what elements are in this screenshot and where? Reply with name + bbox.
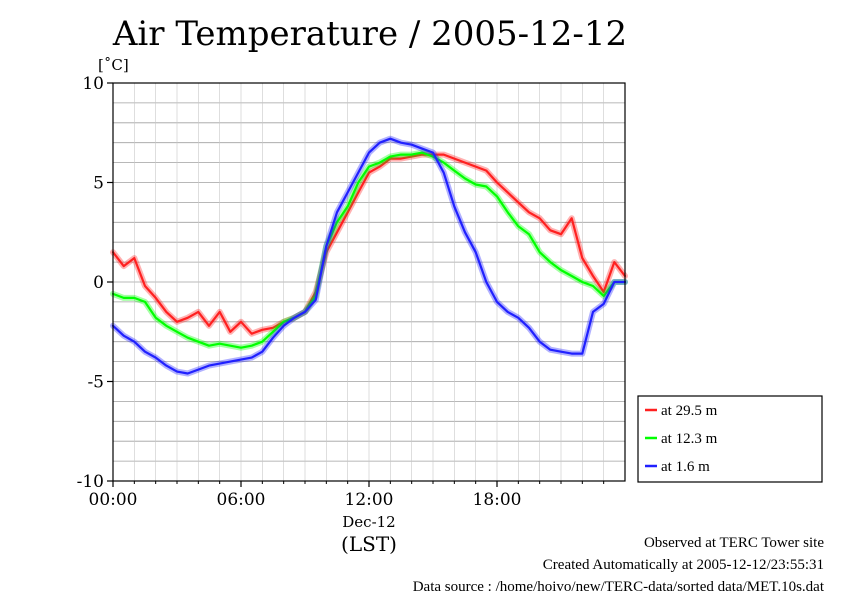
axes-text: -10 -5 0 5 10[˚C] 00:00 06:00 12:00 18:00 Dec-12(… — [77, 56, 605, 556]
legend-label-3: at 1.6 m — [661, 459, 710, 475]
x-unit-label: (LST) — [341, 532, 397, 556]
chart-title: Air Temperature / 2005-12-12 — [112, 14, 628, 54]
y-tick-label: -5 — [87, 373, 104, 393]
x-tick-label: 06:00 — [217, 490, 266, 510]
y-tick-label: 10 — [82, 74, 104, 94]
legend-label-2: at 12.3 m — [661, 431, 718, 447]
footer-created: Created Automatically at 2005-12-12/23:5… — [542, 557, 824, 573]
series-layer — [110, 135, 628, 377]
y-axis-label: [˚C] — [98, 56, 129, 74]
y-tick-label: 5 — [93, 174, 104, 194]
legend: at 29.5 m at 12.3 m at 1.6 m — [637, 395, 823, 483]
series-line-2 — [111, 151, 627, 349]
x-tick-label: 12:00 — [345, 490, 394, 510]
legend-label-1: at 29.5 m — [661, 403, 718, 419]
footer-source: Data source : /home/hoivo/new/TERC-data/… — [412, 579, 824, 595]
x-tick-label: 18:00 — [473, 490, 522, 510]
x-tick-label: 00:00 — [89, 490, 138, 510]
y-tick-label: -10 — [77, 472, 104, 492]
y-tick-label: 0 — [93, 273, 104, 293]
grid-lines — [113, 83, 625, 481]
x-date-label: Dec-12 — [342, 513, 395, 531]
legend-box — [637, 395, 823, 483]
series-line-3 — [111, 137, 627, 375]
series-line-1 — [111, 153, 627, 335]
footer-site: Observed at TERC Tower site — [643, 535, 824, 551]
